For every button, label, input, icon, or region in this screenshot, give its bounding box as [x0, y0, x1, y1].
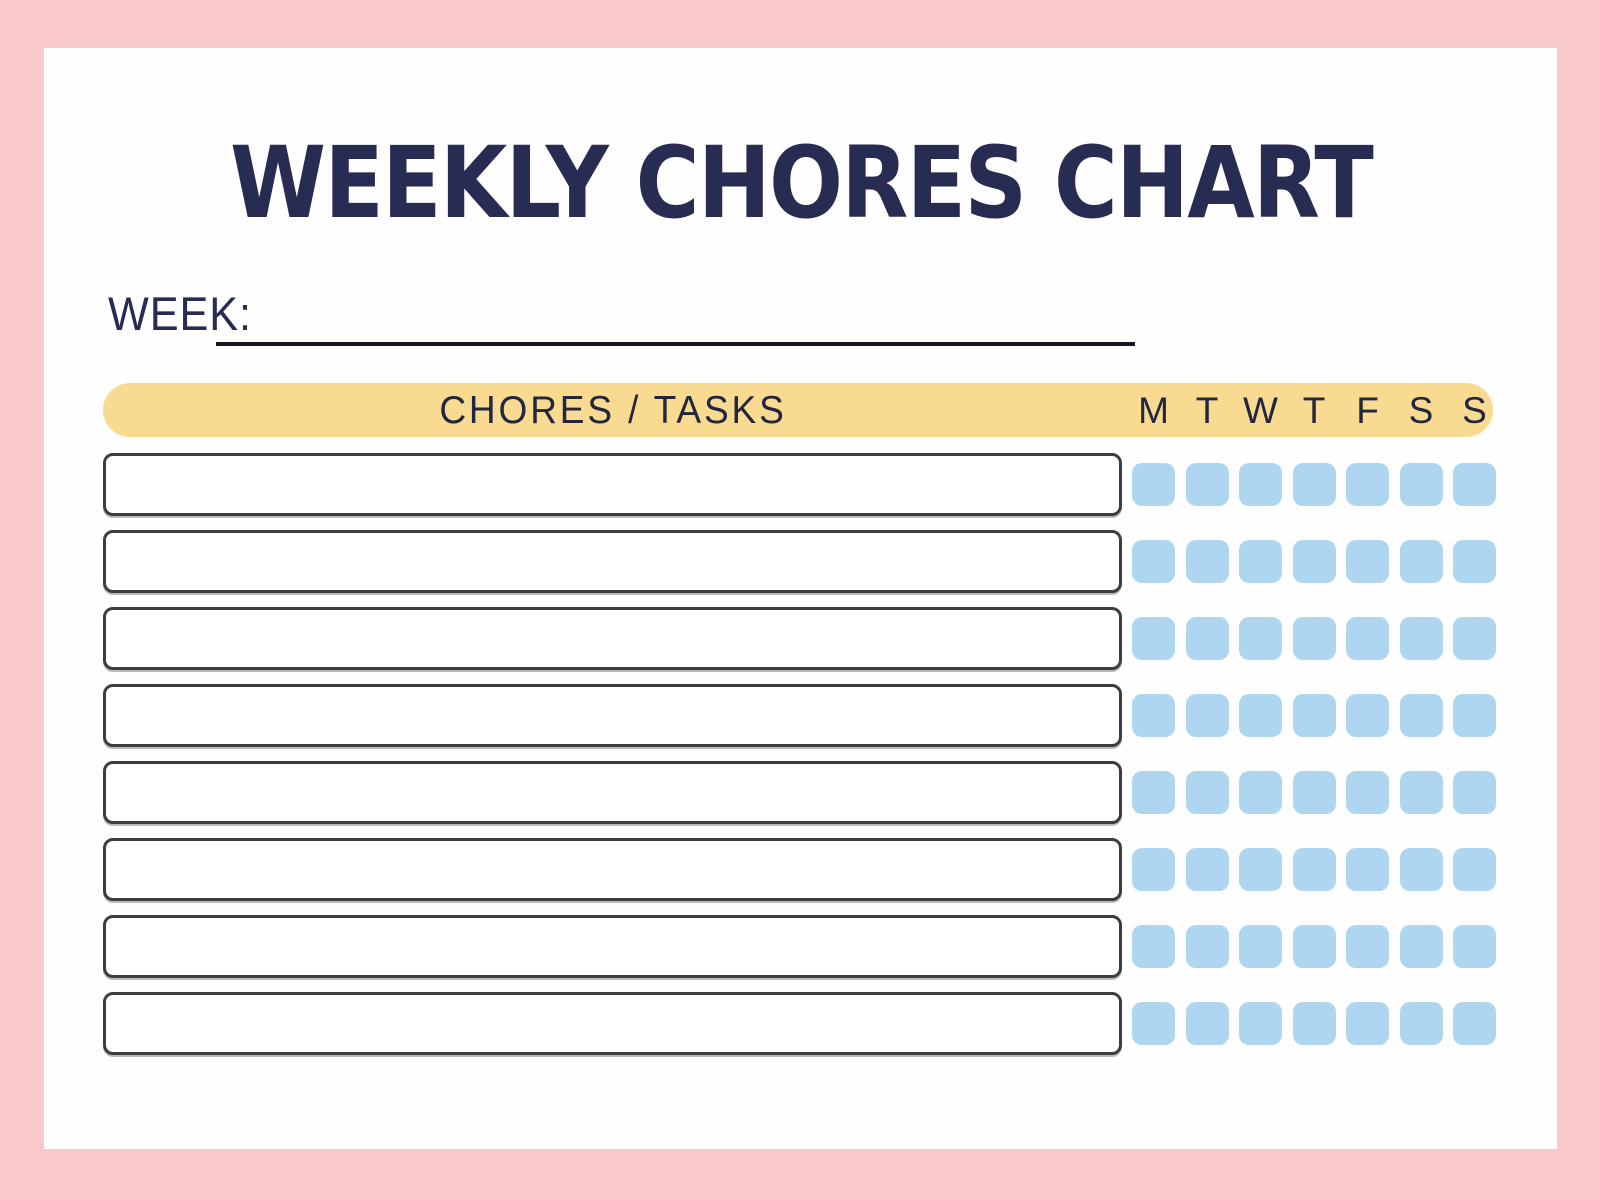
day-checkbox[interactable] [1239, 463, 1282, 506]
day-checkbox[interactable] [1399, 771, 1443, 814]
day-letters-row: M T W T F S S [1132, 383, 1496, 437]
chore-row [103, 838, 1496, 901]
day-checkbox[interactable] [1453, 540, 1496, 583]
day-checkbox[interactable] [1346, 463, 1389, 506]
day-checkbox[interactable] [1292, 925, 1336, 968]
chore-input[interactable] [103, 530, 1122, 593]
day-checkbox[interactable] [1399, 463, 1443, 506]
day-checkbox[interactable] [1346, 694, 1389, 737]
page-title: WEEKLY CHORES CHART [229, 126, 1373, 241]
day-checkbox[interactable] [1185, 848, 1229, 891]
checkbox-group [1132, 771, 1496, 814]
day-checkbox[interactable] [1239, 694, 1282, 737]
chart-sheet: WEEKLY CHORES CHART WEEK: CHORES / TASKS… [44, 48, 1557, 1149]
chore-input[interactable] [103, 684, 1122, 747]
day-checkbox[interactable] [1185, 771, 1229, 814]
day-checkbox[interactable] [1346, 848, 1389, 891]
day-checkbox[interactable] [1346, 540, 1389, 583]
day-checkbox[interactable] [1453, 1002, 1496, 1045]
chore-row [103, 761, 1496, 824]
day-checkbox[interactable] [1239, 925, 1282, 968]
checkbox-group [1132, 848, 1496, 891]
day-checkbox[interactable] [1132, 694, 1175, 737]
day-checkbox[interactable] [1292, 463, 1336, 506]
day-checkbox[interactable] [1185, 463, 1229, 506]
day-checkbox[interactable] [1399, 925, 1443, 968]
day-checkbox[interactable] [1346, 771, 1389, 814]
chore-row [103, 915, 1496, 978]
day-checkbox[interactable] [1292, 1002, 1336, 1045]
day-checkbox[interactable] [1399, 848, 1443, 891]
day-checkbox[interactable] [1132, 540, 1175, 583]
day-checkbox[interactable] [1185, 694, 1229, 737]
chore-input[interactable] [103, 607, 1122, 670]
chore-row [103, 530, 1496, 593]
day-checkbox[interactable] [1453, 925, 1496, 968]
chore-rows [103, 453, 1496, 1055]
chore-row [103, 684, 1496, 747]
day-checkbox[interactable] [1453, 463, 1496, 506]
checkbox-group [1132, 617, 1496, 660]
day-checkbox[interactable] [1292, 771, 1336, 814]
week-input-line[interactable] [216, 306, 1135, 346]
checkbox-group [1132, 1002, 1496, 1045]
day-checkbox[interactable] [1132, 463, 1175, 506]
day-checkbox[interactable] [1346, 617, 1389, 660]
day-checkbox[interactable] [1346, 925, 1389, 968]
day-checkbox[interactable] [1185, 1002, 1229, 1045]
chore-input[interactable] [103, 761, 1122, 824]
day-checkbox[interactable] [1292, 848, 1336, 891]
day-checkbox[interactable] [1346, 1002, 1389, 1045]
day-checkbox[interactable] [1453, 617, 1496, 660]
chore-row [103, 607, 1496, 670]
day-checkbox[interactable] [1185, 617, 1229, 660]
day-checkbox[interactable] [1453, 694, 1496, 737]
day-checkbox[interactable] [1453, 848, 1496, 891]
day-checkbox[interactable] [1239, 1002, 1282, 1045]
day-checkbox[interactable] [1132, 1002, 1175, 1045]
chore-input[interactable] [103, 838, 1122, 901]
checkbox-group [1132, 925, 1496, 968]
day-checkbox[interactable] [1239, 540, 1282, 583]
week-label: WEEK: [108, 287, 252, 340]
chore-input[interactable] [103, 992, 1122, 1055]
day-checkbox[interactable] [1399, 1002, 1443, 1045]
chore-row [103, 992, 1496, 1055]
checkbox-group [1132, 463, 1496, 506]
chore-input[interactable] [103, 915, 1122, 978]
day-checkbox[interactable] [1132, 617, 1175, 660]
checkbox-group [1132, 540, 1496, 583]
day-checkbox[interactable] [1292, 540, 1336, 583]
day-checkbox[interactable] [1239, 771, 1282, 814]
checkbox-group [1132, 694, 1496, 737]
chore-input[interactable] [103, 453, 1122, 516]
day-letter-saturday: S [1408, 390, 1434, 431]
day-checkbox[interactable] [1239, 617, 1282, 660]
day-letter-monday: M [1138, 390, 1169, 431]
day-checkbox[interactable] [1185, 540, 1229, 583]
day-letter-sunday: S [1462, 390, 1487, 431]
day-checkbox[interactable] [1399, 540, 1443, 583]
day-checkbox[interactable] [1185, 925, 1229, 968]
day-checkbox[interactable] [1132, 771, 1175, 814]
day-checkbox[interactable] [1399, 694, 1443, 737]
chores-tasks-header: CHORES / TASKS [439, 389, 787, 432]
day-checkbox[interactable] [1292, 617, 1336, 660]
day-checkbox[interactable] [1132, 848, 1175, 891]
day-checkbox[interactable] [1239, 848, 1282, 891]
day-letter-friday: F [1356, 390, 1379, 431]
day-letter-tuesday: T [1195, 390, 1219, 431]
day-checkbox[interactable] [1292, 694, 1336, 737]
day-checkbox[interactable] [1399, 617, 1443, 660]
day-letter-wednesday: W [1243, 390, 1278, 431]
day-checkbox[interactable] [1453, 771, 1496, 814]
table-header-bar: CHORES / TASKS M T W T F S S [103, 383, 1493, 437]
day-checkbox[interactable] [1132, 925, 1175, 968]
chore-row [103, 453, 1496, 516]
day-letter-thursday: T [1302, 390, 1326, 431]
